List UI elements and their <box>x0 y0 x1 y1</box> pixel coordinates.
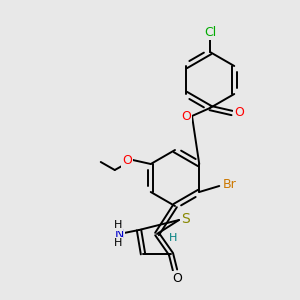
Text: O: O <box>172 272 182 284</box>
Text: O: O <box>122 154 132 166</box>
Text: Br: Br <box>222 178 236 190</box>
Text: Cl: Cl <box>204 26 216 38</box>
Text: H: H <box>114 238 122 248</box>
Text: H: H <box>114 220 122 230</box>
Text: O: O <box>181 110 191 122</box>
Text: O: O <box>234 106 244 119</box>
Text: H: H <box>169 233 177 243</box>
Text: S: S <box>182 212 190 226</box>
Text: N: N <box>114 227 124 241</box>
